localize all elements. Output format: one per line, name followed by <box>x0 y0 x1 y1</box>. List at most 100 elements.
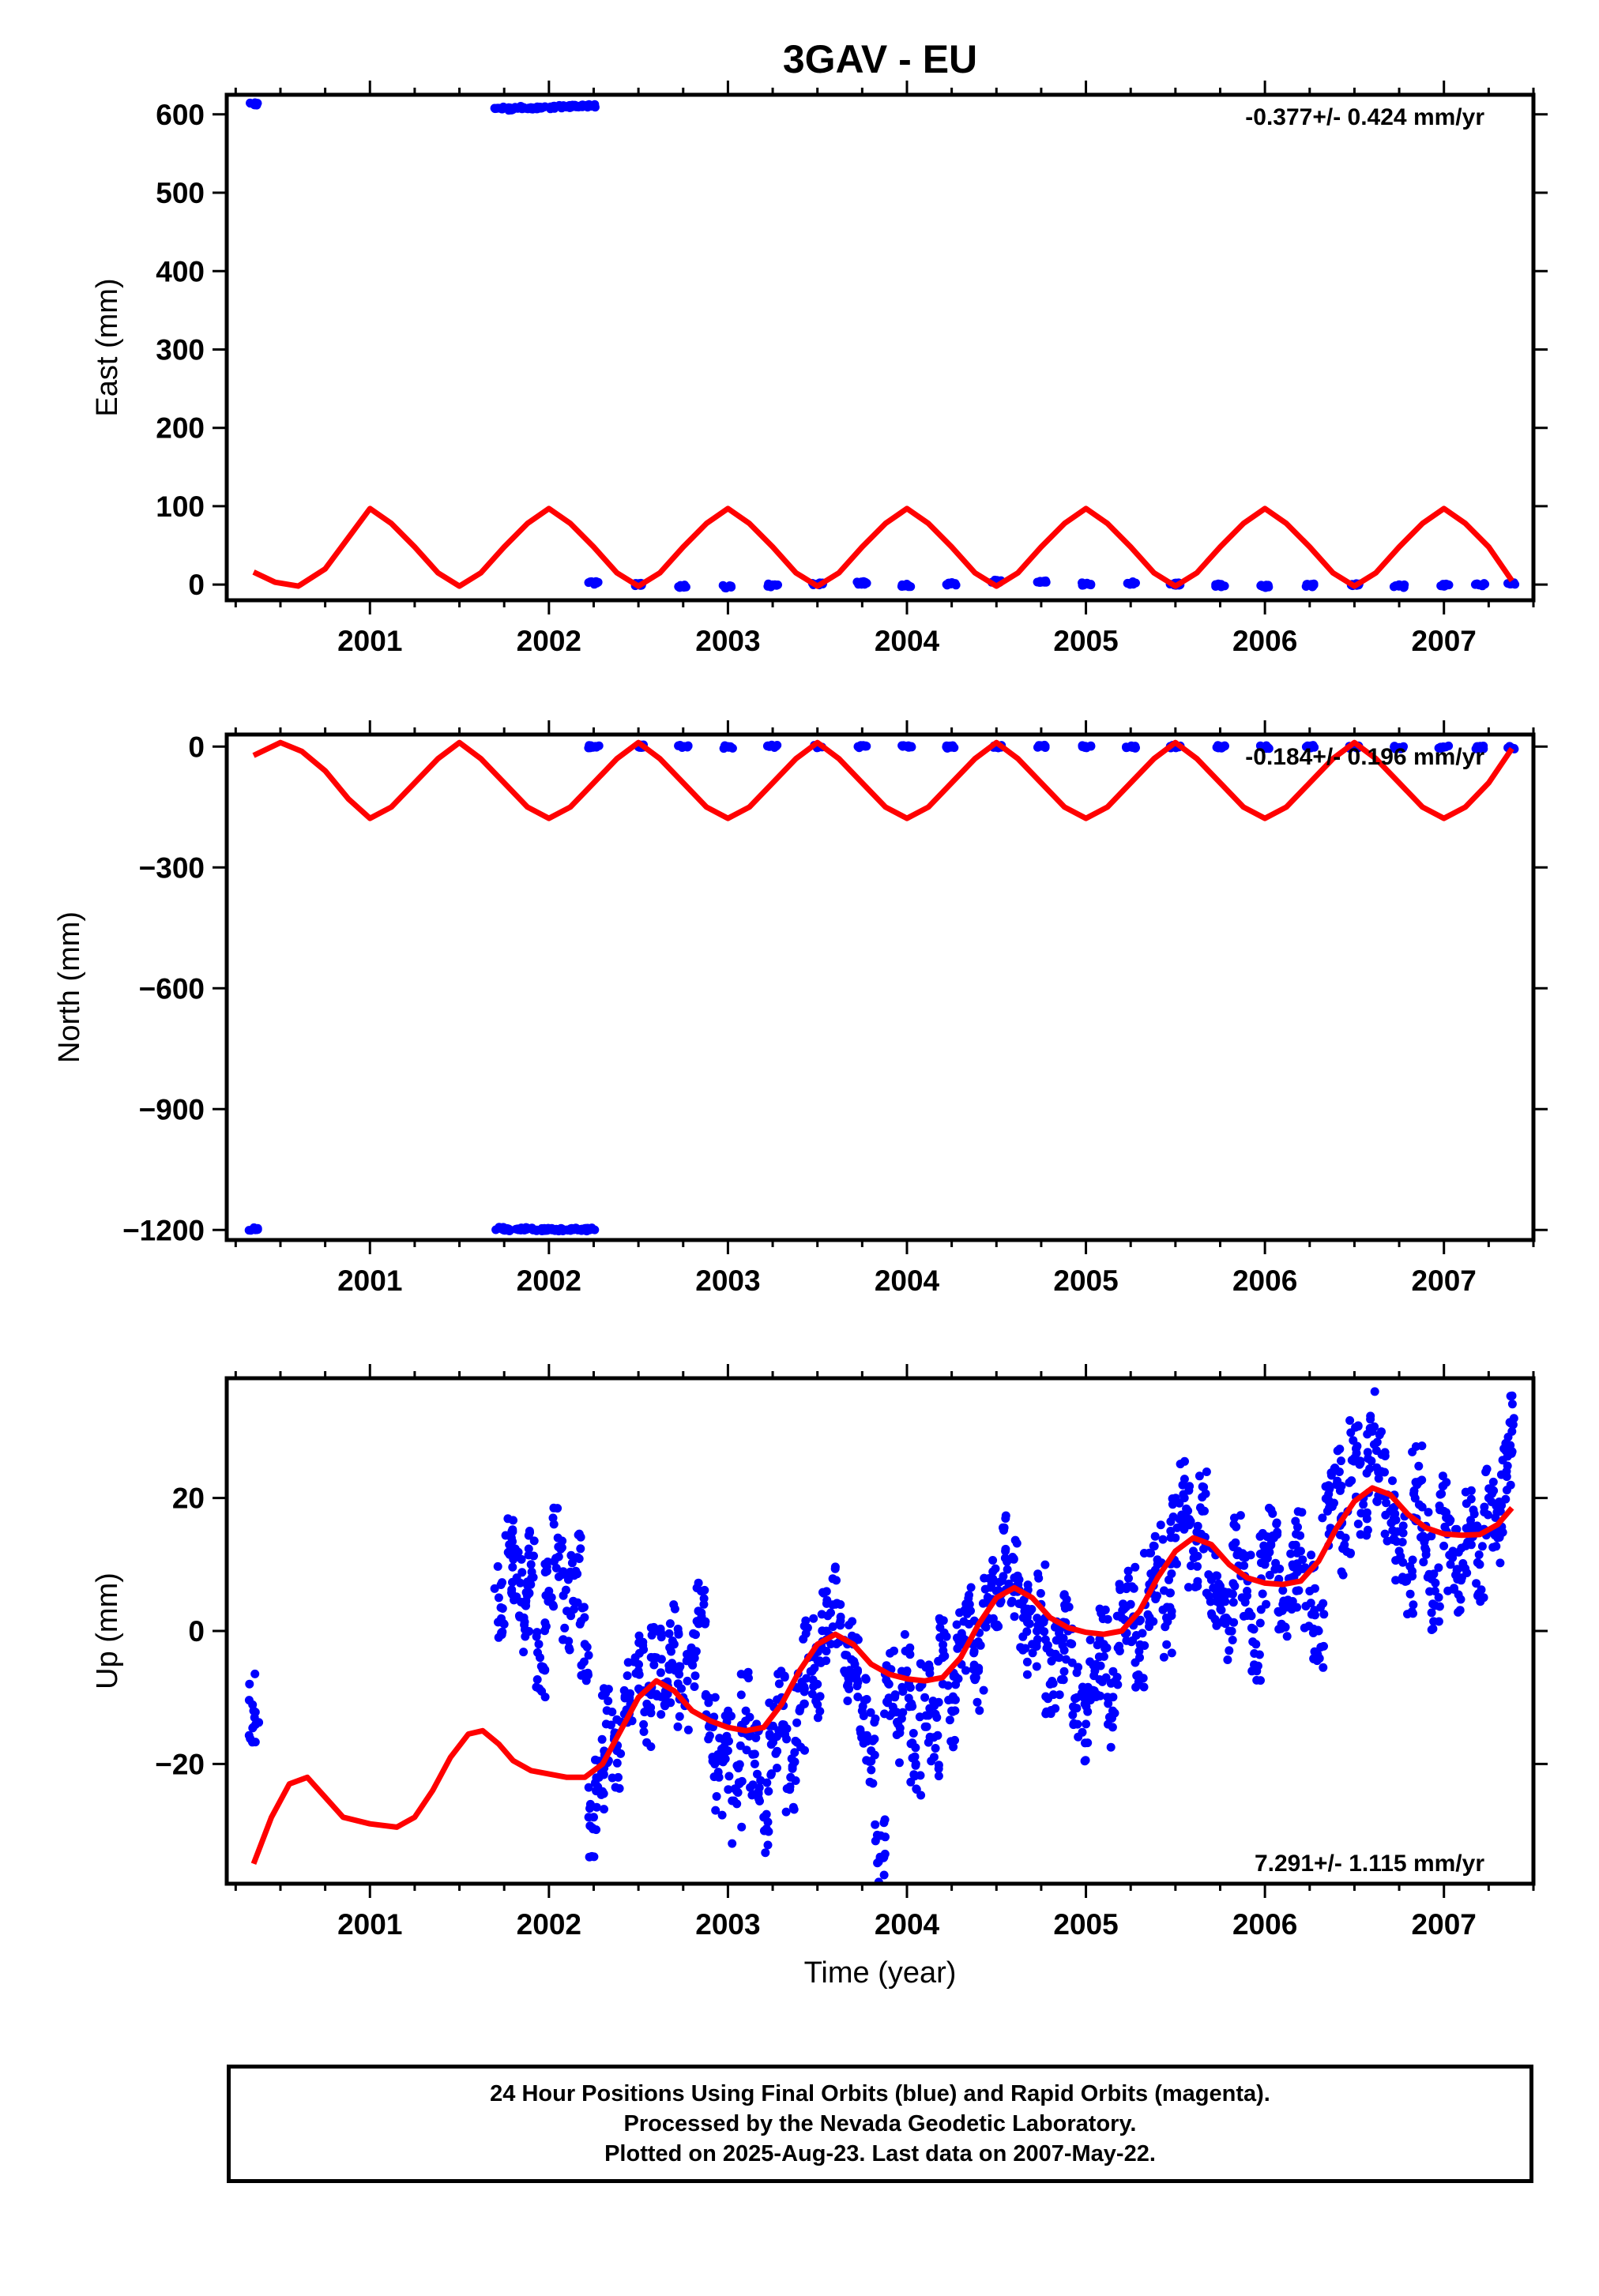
up-data-point <box>1502 1486 1511 1495</box>
up-data-point <box>1096 1691 1105 1700</box>
up-data-point <box>1262 1599 1271 1609</box>
up-data-point <box>250 1669 260 1678</box>
up-data-point <box>646 1623 656 1633</box>
up-data-point <box>1255 1650 1264 1659</box>
up-data-point <box>490 1584 499 1593</box>
up-data-point <box>1293 1523 1302 1531</box>
up-data-point <box>1365 1464 1375 1474</box>
east-x-tick-label: 2002 <box>517 625 581 657</box>
up-data-point <box>533 1648 542 1657</box>
east-y-tick-label: 0 <box>188 569 205 601</box>
north-data-point <box>1216 742 1225 751</box>
up-data-point <box>1106 1742 1116 1752</box>
up-data-point <box>871 1836 880 1846</box>
up-data-point <box>1095 1604 1104 1614</box>
north-data-point <box>511 1224 521 1234</box>
up-data-point <box>818 1626 827 1636</box>
up-data-point <box>1264 1544 1274 1554</box>
up-data-point <box>493 1561 502 1571</box>
up-data-point <box>852 1633 861 1642</box>
east-data-point <box>1439 581 1449 591</box>
up-data-point <box>802 1674 811 1683</box>
up-data-point <box>1187 1561 1195 1570</box>
up-data-point <box>781 1807 791 1817</box>
up-data-point <box>1310 1647 1319 1656</box>
up-x-tick-label: 2006 <box>1232 1908 1297 1941</box>
up-data-point <box>1085 1635 1095 1644</box>
up-data-point <box>1022 1657 1032 1667</box>
east-x-tick-label: 2004 <box>875 625 940 657</box>
up-data-point <box>1424 1508 1433 1517</box>
north-data-point <box>855 743 864 753</box>
north-data-point <box>521 1223 531 1233</box>
up-x-tick-label: 2004 <box>875 1908 940 1941</box>
up-data-point <box>1022 1670 1032 1679</box>
east-data-point <box>1131 578 1140 588</box>
up-data-point <box>780 1673 789 1682</box>
north-x-tick-label: 2003 <box>695 1264 760 1297</box>
up-data-point <box>639 1719 649 1729</box>
up-data-point <box>591 1755 600 1764</box>
up-data-point <box>649 1655 659 1664</box>
up-data-point <box>1200 1506 1209 1516</box>
up-points <box>244 1387 1518 1884</box>
up-data-point <box>1074 1663 1083 1672</box>
up-data-point <box>1067 1640 1077 1648</box>
up-data-point <box>736 1670 746 1679</box>
up-data-point <box>773 1670 783 1678</box>
up-data-point <box>1232 1522 1241 1531</box>
up-data-point <box>566 1550 576 1560</box>
east-data-point <box>1506 580 1515 588</box>
up-data-point <box>250 1708 260 1717</box>
up-data-point <box>569 1596 578 1606</box>
up-data-point <box>541 1621 551 1631</box>
up-data-point <box>718 1757 728 1767</box>
up-data-point <box>803 1623 812 1633</box>
up-data-point <box>920 1693 930 1702</box>
up-data-point <box>865 1777 875 1787</box>
up-data-point <box>542 1566 551 1576</box>
up-data-point <box>1347 1456 1356 1465</box>
up-data-point <box>916 1791 926 1800</box>
up-data-point <box>1389 1534 1398 1543</box>
up-data-point <box>1210 1614 1220 1624</box>
up-data-point <box>1356 1456 1365 1466</box>
up-data-point <box>935 1633 945 1642</box>
up-data-point <box>1131 1562 1140 1572</box>
up-data-point <box>809 1614 818 1623</box>
up-data-point <box>792 1738 802 1747</box>
north-data-point <box>585 1225 594 1234</box>
up-data-point <box>1419 1558 1428 1567</box>
up-data-point <box>1104 1719 1112 1729</box>
up-data-point <box>712 1792 721 1801</box>
up-data-point <box>1408 1447 1417 1456</box>
up-data-point <box>675 1712 684 1721</box>
up-data-point <box>1176 1460 1185 1469</box>
up-data-point <box>912 1784 921 1794</box>
north-data-point <box>244 1226 254 1235</box>
up-data-point <box>634 1659 643 1669</box>
east-data-point <box>771 581 781 590</box>
up-data-point <box>865 1757 874 1766</box>
up-data-point <box>819 1588 829 1598</box>
up-data-point <box>867 1765 876 1775</box>
up-data-point <box>743 1667 753 1677</box>
up-data-point <box>948 1692 958 1701</box>
east-x-tick-label: 2007 <box>1412 625 1477 657</box>
up-data-point <box>1288 1597 1297 1606</box>
up-data-point <box>882 1697 891 1707</box>
up-data-point <box>1069 1702 1078 1712</box>
east-rate-label: -0.377+/- 0.424 mm/yr <box>1245 104 1484 130</box>
x-axis-label: Time (year) <box>804 1956 957 1990</box>
up-data-point <box>1488 1486 1497 1495</box>
up-data-point <box>1036 1588 1045 1598</box>
up-data-point <box>1052 1636 1061 1645</box>
up-data-point <box>1191 1582 1200 1591</box>
up-data-point <box>1103 1614 1112 1624</box>
up-data-point <box>1051 1652 1060 1662</box>
up-data-point <box>570 1605 578 1614</box>
up-data-point <box>666 1698 675 1708</box>
up-data-point <box>1454 1590 1463 1599</box>
footer-line-processed: Processed by the Nevada Geodetic Laborat… <box>623 2111 1137 2136</box>
up-data-point <box>774 1679 784 1689</box>
